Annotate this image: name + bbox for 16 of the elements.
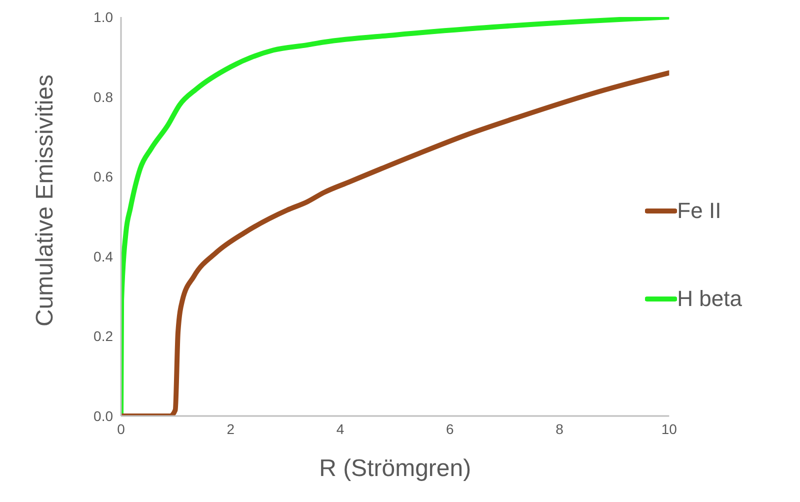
y-tick-label: 0.2 xyxy=(94,328,114,344)
x-axis-title: R (Strömgren) xyxy=(319,455,472,482)
y-tick-label: 0.4 xyxy=(94,248,114,264)
legend-label: Fe II xyxy=(677,198,722,224)
x-tick-label: 10 xyxy=(661,420,678,437)
y-tick-label: 1.0 xyxy=(94,8,114,25)
y-tick-label: 0.8 xyxy=(94,88,114,105)
legend-label: H beta xyxy=(677,286,742,312)
x-tick-label: 0 xyxy=(117,420,126,437)
x-tick-label: 4 xyxy=(336,420,344,437)
x-tick-label: 2 xyxy=(226,420,235,437)
x-tick-label: 6 xyxy=(446,420,454,437)
y-tick-label: 0.6 xyxy=(94,168,114,185)
y-axis-title: Cumulative Emissivities xyxy=(32,74,59,326)
y-tick-label: 0.0 xyxy=(94,408,114,424)
x-tick-label: 8 xyxy=(556,420,564,437)
